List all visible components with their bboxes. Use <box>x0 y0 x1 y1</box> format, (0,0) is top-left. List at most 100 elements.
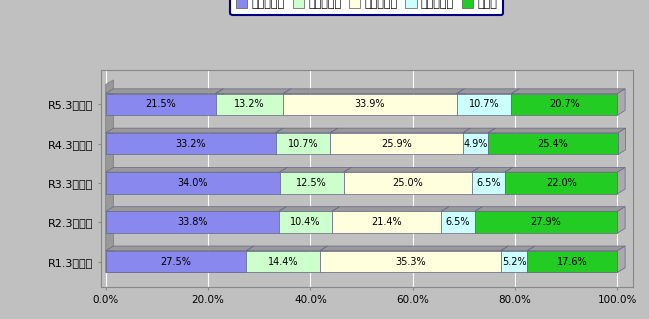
Text: 6.5%: 6.5% <box>446 217 471 227</box>
Polygon shape <box>441 207 482 211</box>
Polygon shape <box>505 167 513 194</box>
Text: 12.5%: 12.5% <box>297 178 327 188</box>
Polygon shape <box>320 246 508 251</box>
Polygon shape <box>247 246 254 272</box>
Text: 14.4%: 14.4% <box>268 256 299 267</box>
Bar <box>106 211 278 233</box>
Bar <box>215 93 283 115</box>
Text: 25.0%: 25.0% <box>392 178 423 188</box>
Bar <box>472 172 505 194</box>
Polygon shape <box>472 167 479 194</box>
Bar <box>474 211 617 233</box>
Bar <box>106 172 280 194</box>
Polygon shape <box>457 89 519 93</box>
Polygon shape <box>106 268 625 272</box>
Text: 25.4%: 25.4% <box>537 139 569 149</box>
Text: 5.2%: 5.2% <box>502 256 526 267</box>
Polygon shape <box>463 128 471 154</box>
Polygon shape <box>330 128 338 154</box>
Polygon shape <box>344 167 479 172</box>
Polygon shape <box>618 128 626 154</box>
Polygon shape <box>247 246 328 251</box>
Polygon shape <box>276 128 283 154</box>
Bar <box>280 172 344 194</box>
Bar <box>106 251 247 272</box>
Bar <box>457 93 511 115</box>
Text: 22.0%: 22.0% <box>546 178 576 188</box>
Bar <box>505 172 617 194</box>
Polygon shape <box>332 207 339 233</box>
Polygon shape <box>106 207 286 211</box>
Bar <box>463 133 488 154</box>
Bar <box>344 172 472 194</box>
Polygon shape <box>215 89 223 115</box>
Bar <box>106 133 276 154</box>
Text: 10.7%: 10.7% <box>288 139 318 149</box>
Text: 10.7%: 10.7% <box>469 99 500 109</box>
Polygon shape <box>106 167 288 172</box>
Polygon shape <box>511 89 519 115</box>
Bar <box>501 251 528 272</box>
Text: 13.2%: 13.2% <box>234 99 265 109</box>
Polygon shape <box>320 246 328 272</box>
Polygon shape <box>501 246 535 251</box>
Bar <box>330 133 463 154</box>
Bar <box>320 251 501 272</box>
Polygon shape <box>332 207 449 211</box>
Text: 35.3%: 35.3% <box>395 256 426 267</box>
Polygon shape <box>278 207 286 233</box>
Text: 4.9%: 4.9% <box>463 139 487 149</box>
Bar <box>528 251 617 272</box>
Polygon shape <box>106 246 254 251</box>
Text: 27.9%: 27.9% <box>531 217 561 227</box>
Bar <box>283 93 457 115</box>
Bar <box>106 93 215 115</box>
Polygon shape <box>617 246 625 272</box>
Polygon shape <box>472 167 513 172</box>
Polygon shape <box>488 128 496 154</box>
Text: 33.9%: 33.9% <box>355 99 386 109</box>
Polygon shape <box>283 89 465 93</box>
Polygon shape <box>617 89 625 115</box>
Text: 17.6%: 17.6% <box>557 256 588 267</box>
Bar <box>332 211 441 233</box>
Polygon shape <box>463 128 496 133</box>
Text: 10.4%: 10.4% <box>290 217 321 227</box>
Polygon shape <box>505 167 625 172</box>
Polygon shape <box>528 246 625 251</box>
Bar <box>276 133 330 154</box>
Polygon shape <box>106 128 283 133</box>
Polygon shape <box>457 89 465 115</box>
Text: 25.9%: 25.9% <box>381 139 412 149</box>
Bar <box>511 93 617 115</box>
Polygon shape <box>474 207 482 233</box>
Polygon shape <box>106 89 223 93</box>
Polygon shape <box>617 207 625 233</box>
Polygon shape <box>441 207 449 233</box>
Text: 34.0%: 34.0% <box>177 178 208 188</box>
Text: 6.5%: 6.5% <box>476 178 500 188</box>
Text: 21.5%: 21.5% <box>145 99 176 109</box>
Bar <box>488 133 618 154</box>
Polygon shape <box>106 80 114 272</box>
Text: 27.5%: 27.5% <box>161 256 191 267</box>
Polygon shape <box>280 167 288 194</box>
Text: 20.7%: 20.7% <box>549 99 580 109</box>
Polygon shape <box>344 167 351 194</box>
Bar <box>441 211 474 233</box>
Polygon shape <box>617 167 625 194</box>
Bar <box>247 251 320 272</box>
Bar <box>278 211 332 233</box>
Polygon shape <box>280 167 351 172</box>
Polygon shape <box>215 89 291 93</box>
Text: 33.2%: 33.2% <box>175 139 206 149</box>
Legend: 県内で就職, 県内で進学, 県外で就職, 県外で進学, その他: 県内で就職, 県内で進学, 県外で就職, 県外で進学, その他 <box>230 0 503 15</box>
Polygon shape <box>511 89 625 93</box>
Text: 33.8%: 33.8% <box>177 217 208 227</box>
Polygon shape <box>501 246 508 272</box>
Polygon shape <box>528 246 535 272</box>
Polygon shape <box>283 89 291 115</box>
Polygon shape <box>278 207 339 211</box>
Polygon shape <box>488 128 626 133</box>
Polygon shape <box>330 128 471 133</box>
